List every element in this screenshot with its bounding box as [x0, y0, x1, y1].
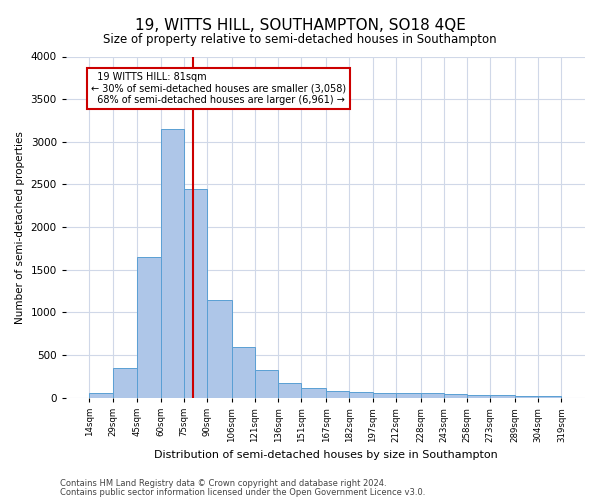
Bar	[161, 129, 184, 398]
Bar	[373, 392, 396, 398]
Text: 19 WITTS HILL: 81sqm
← 30% of semi-detached houses are smaller (3,058)
  68% of : 19 WITTS HILL: 81sqm ← 30% of semi-detac…	[91, 72, 346, 105]
Bar	[396, 393, 421, 398]
Bar	[184, 188, 207, 398]
Text: 19, WITTS HILL, SOUTHAMPTON, SO18 4QE: 19, WITTS HILL, SOUTHAMPTON, SO18 4QE	[134, 18, 466, 32]
Text: Contains public sector information licensed under the Open Government Licence v3: Contains public sector information licen…	[60, 488, 425, 497]
X-axis label: Distribution of semi-detached houses by size in Southampton: Distribution of semi-detached houses by …	[154, 450, 497, 460]
Text: Contains HM Land Registry data © Crown copyright and database right 2024.: Contains HM Land Registry data © Crown c…	[60, 479, 386, 488]
Bar	[467, 395, 490, 398]
Bar	[444, 394, 467, 398]
Bar	[255, 370, 278, 398]
Bar	[515, 396, 538, 398]
Bar	[278, 384, 301, 398]
Bar	[137, 257, 161, 398]
Bar	[349, 392, 373, 398]
Bar	[490, 395, 515, 398]
Bar	[326, 391, 349, 398]
Y-axis label: Number of semi-detached properties: Number of semi-detached properties	[15, 130, 25, 324]
Bar	[89, 394, 113, 398]
Bar	[301, 388, 326, 398]
Bar	[113, 368, 137, 398]
Bar	[207, 300, 232, 398]
Bar	[421, 394, 444, 398]
Bar	[232, 346, 255, 398]
Bar	[538, 396, 562, 398]
Text: Size of property relative to semi-detached houses in Southampton: Size of property relative to semi-detach…	[103, 32, 497, 46]
